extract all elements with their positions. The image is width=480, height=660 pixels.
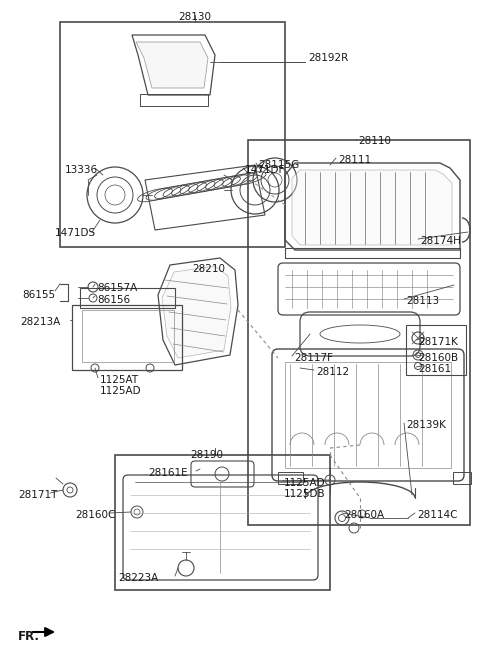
- Text: FR.: FR.: [18, 630, 40, 643]
- Text: 28160B: 28160B: [418, 353, 458, 363]
- Text: 28161: 28161: [418, 364, 451, 374]
- Text: 86157A: 86157A: [97, 283, 137, 293]
- Text: 28174H: 28174H: [420, 236, 461, 246]
- Text: 86155: 86155: [22, 290, 55, 300]
- Bar: [72, 305, 182, 370]
- Polygon shape: [292, 170, 452, 245]
- Text: 28110: 28110: [358, 136, 391, 146]
- Polygon shape: [136, 42, 208, 88]
- Bar: [285, 248, 460, 258]
- Bar: [453, 472, 471, 484]
- Text: 1125AD: 1125AD: [284, 478, 325, 488]
- Text: 28160A: 28160A: [344, 510, 384, 520]
- Text: 28117F: 28117F: [294, 353, 333, 363]
- Bar: [82, 310, 174, 362]
- Text: 1471DF: 1471DF: [245, 165, 286, 175]
- Text: 28213A: 28213A: [20, 317, 60, 327]
- Text: 28223A: 28223A: [118, 573, 158, 583]
- Text: 1471DS: 1471DS: [55, 228, 96, 238]
- Text: 28111: 28111: [338, 155, 371, 165]
- Bar: [140, 94, 208, 106]
- Bar: [278, 472, 303, 484]
- Text: 28161E: 28161E: [148, 468, 188, 478]
- Bar: [248, 140, 470, 525]
- Text: 28190: 28190: [190, 450, 223, 460]
- Text: 28113: 28113: [406, 296, 439, 306]
- Bar: [115, 455, 330, 590]
- Text: 28192R: 28192R: [308, 53, 348, 63]
- Text: 28115G: 28115G: [258, 160, 299, 170]
- Text: 28114C: 28114C: [417, 510, 457, 520]
- Text: 28171T: 28171T: [18, 490, 58, 500]
- Bar: [285, 362, 451, 468]
- Text: 86156: 86156: [97, 295, 130, 305]
- Text: 28210: 28210: [192, 264, 225, 274]
- Text: 13336: 13336: [65, 165, 98, 175]
- Bar: [406, 325, 466, 375]
- Text: 28112: 28112: [316, 367, 349, 377]
- Text: 28160C: 28160C: [75, 510, 115, 520]
- Bar: [80, 288, 175, 308]
- Bar: [60, 22, 285, 247]
- Text: 28139K: 28139K: [406, 420, 446, 430]
- Text: 1125DB: 1125DB: [284, 489, 325, 499]
- Text: 28171K: 28171K: [418, 337, 458, 347]
- Text: 28130: 28130: [179, 12, 212, 22]
- Text: 1125AD: 1125AD: [100, 386, 142, 396]
- Polygon shape: [162, 266, 231, 358]
- Text: 1125AT: 1125AT: [100, 375, 139, 385]
